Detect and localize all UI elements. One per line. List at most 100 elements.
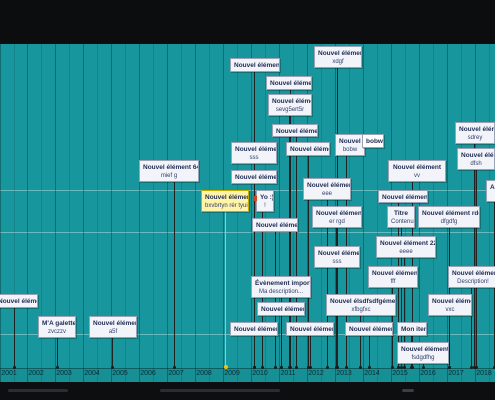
- event-card[interactable]: Nouvel élémentff fff: [368, 266, 418, 288]
- event-title: Au: [490, 184, 495, 191]
- event-card[interactable]: Nouvel élément eee: [303, 178, 351, 200]
- event-card[interactable]: Nouvel élément sevg5ert5r: [268, 94, 312, 116]
- year-label: 2014: [364, 370, 380, 377]
- scrollbar-thumb[interactable]: [8, 389, 68, 392]
- event-marker[interactable]: [473, 366, 476, 369]
- time-axis: [0, 368, 495, 382]
- event-marker[interactable]: [403, 366, 406, 369]
- event-card[interactable]: Nouvel élément à Description!: [448, 266, 495, 288]
- event-marker[interactable]: [56, 366, 59, 369]
- event-card[interactable]: Nouvel élément vxc: [428, 294, 472, 316]
- event-card[interactable]: Nouvel élément vv: [388, 160, 446, 182]
- event-card[interactable]: Nouvel élément: [257, 302, 305, 316]
- event-description: mief g: [160, 173, 178, 179]
- event-card[interactable]: Mon item: [397, 322, 427, 336]
- event-marker[interactable]: [253, 366, 256, 369]
- event-card[interactable]: Nouvel élément: [231, 170, 277, 184]
- event-marker[interactable]: [173, 366, 176, 369]
- event-title: Nouvel élément: [235, 174, 277, 181]
- event-description: sss: [249, 155, 259, 161]
- event-marker[interactable]: [368, 366, 371, 369]
- event-title: Évènement important: [255, 280, 310, 287]
- event-card[interactable]: Nouvel éléments sss: [314, 246, 360, 268]
- event-card[interactable]: Nouvel élément xdgf: [314, 46, 362, 68]
- scroll-marker[interactable]: [402, 389, 414, 392]
- event-card[interactable]: Nouvel élément: [0, 294, 38, 308]
- scrollbar-track[interactable]: [160, 389, 280, 392]
- event-card[interactable]: Évènement important Ma description...: [251, 276, 311, 298]
- event-marker[interactable]: [336, 366, 339, 369]
- event-card[interactable]: Nouvel élément: [266, 76, 312, 90]
- event-marker[interactable]: [288, 366, 291, 369]
- event-card[interactable]: Nouvel élément er rgd: [312, 206, 362, 228]
- event-title: Nouvel élément: [276, 128, 318, 135]
- event-description: xfbgfxc: [351, 307, 371, 313]
- year-label: 2015: [392, 370, 408, 377]
- event-card[interactable]: Nouvel élément1: [378, 190, 428, 203]
- event-marker[interactable]: [13, 366, 16, 369]
- year-gridline: [83, 44, 84, 382]
- event-card-selected[interactable]: Nouvel élément bxvbrtyn rér tyui: [201, 190, 249, 212]
- event-marker[interactable]: [410, 366, 413, 369]
- event-card[interactable]: M'A galette zvczzv: [38, 316, 76, 338]
- event-marker[interactable]: [309, 366, 312, 369]
- event-card[interactable]: Nouvel élément dfsh: [457, 148, 495, 170]
- event-marker[interactable]: [326, 366, 329, 369]
- event-marker[interactable]: [261, 366, 264, 369]
- event-marker[interactable]: [111, 366, 114, 369]
- event-card[interactable]: Nouvel élsdfsdfgément xfbgfxc: [326, 294, 396, 316]
- event-card[interactable]: Nouvel élément: [286, 322, 334, 336]
- year-label: 2009: [224, 370, 240, 377]
- event-card[interactable]: Nouvel élément: [230, 322, 278, 336]
- event-title: Nouvel élément: [261, 306, 305, 313]
- event-card[interactable]: Nouvel é bobw: [335, 134, 365, 156]
- year-label: 2016: [420, 370, 436, 377]
- event-marker[interactable]: [345, 366, 348, 369]
- event-card[interactable]: Titre Contenu: [387, 206, 415, 228]
- event-marker[interactable]: [307, 366, 310, 369]
- event-marker[interactable]: [397, 366, 400, 369]
- event-card[interactable]: Nouvel élément: [252, 218, 298, 232]
- timeline-canvas[interactable]: 2001 2002 2003 2004 2005 2006 2007 2008 2009 2010…: [0, 44, 495, 382]
- event-card[interactable]: Nouvel élément rdett dfgdfg: [418, 206, 480, 228]
- year-label: 2006: [140, 370, 156, 377]
- year-gridline: [279, 44, 280, 382]
- event-card[interactable]: Nouvel élément: [230, 58, 280, 72]
- event-connector: [281, 316, 282, 366]
- event-marker[interactable]: [493, 366, 495, 369]
- event-marker[interactable]: [280, 366, 283, 369]
- event-connector: [404, 258, 405, 366]
- year-label: 2012: [308, 370, 324, 377]
- tooltip-text: bobw: [366, 138, 383, 145]
- event-card[interactable]: Nouvel élément sdrey: [455, 122, 495, 144]
- event-title: Nouvel élément: [318, 50, 362, 57]
- event-card[interactable]: Nouvel élément sss: [231, 142, 277, 164]
- event-description: Contenu: [391, 219, 414, 225]
- event-card[interactable]: Nouvel élément 6456 mief g: [139, 160, 199, 182]
- event-marker[interactable]: [475, 366, 478, 369]
- year-gridline: [195, 44, 196, 382]
- year-gridline: [139, 44, 140, 382]
- event-title: Nouvel élément rdett: [422, 210, 480, 217]
- event-marker[interactable]: [359, 366, 362, 369]
- event-marker[interactable]: [422, 366, 425, 369]
- event-marker[interactable]: [274, 366, 277, 369]
- event-card[interactable]: Nouvel élément: [272, 124, 318, 137]
- year-label: 2001: [1, 370, 17, 377]
- event-marker[interactable]: [470, 366, 473, 369]
- event-card[interactable]: Nouvel élément 3 fsdgdfhg: [397, 342, 449, 364]
- event-title: Nouvel élément: [235, 146, 277, 153]
- event-card[interactable]: Nouvel élément 2222 eeee: [376, 236, 436, 258]
- event-description: vv: [414, 173, 420, 179]
- event-card[interactable]: Yo :)!: [256, 190, 274, 212]
- event-marker[interactable]: [391, 366, 394, 369]
- event-card[interactable]: Nouvel élément: [286, 142, 330, 156]
- event-card[interactable]: Nouvel élément a5f: [89, 316, 137, 338]
- event-marker[interactable]: [400, 366, 403, 369]
- event-card[interactable]: Nouvel élément: [345, 322, 393, 336]
- event-marker[interactable]: [224, 365, 228, 369]
- event-marker[interactable]: [295, 366, 298, 369]
- half-year-gridline: [153, 44, 154, 382]
- event-card[interactable]: Au: [486, 180, 495, 202]
- event-marker[interactable]: [448, 366, 451, 369]
